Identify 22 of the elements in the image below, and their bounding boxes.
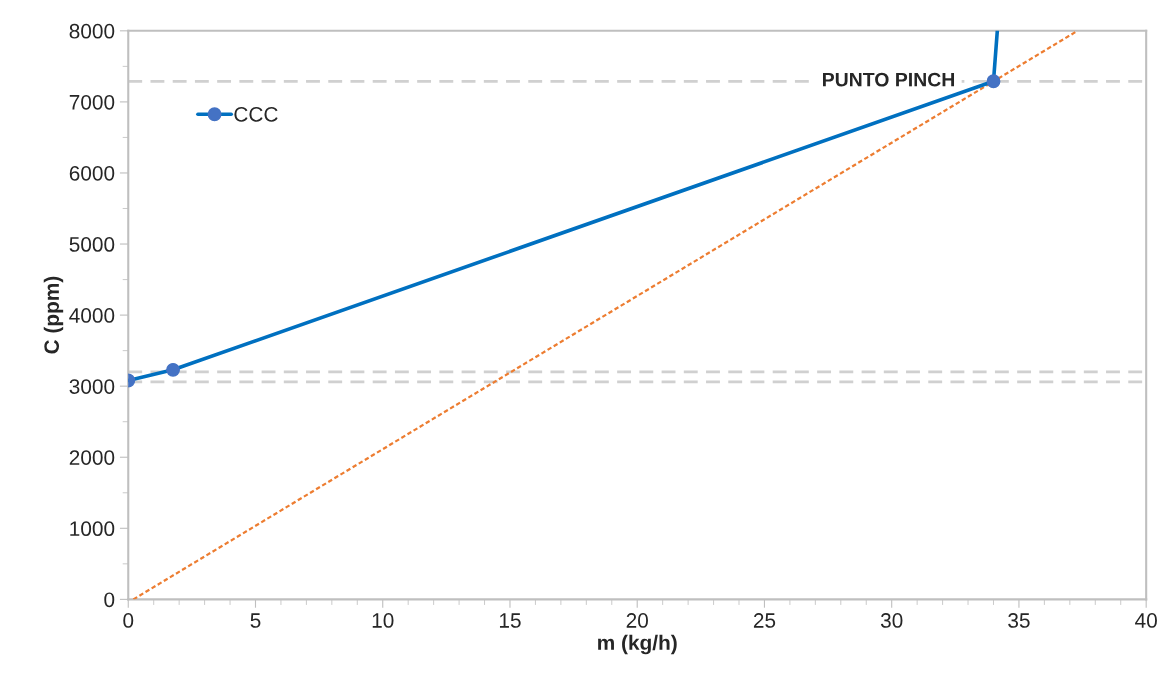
y-tick-label: 5000	[69, 237, 115, 252]
y-tick-label: 3000	[69, 379, 115, 394]
x-tick-label: 30	[880, 613, 903, 628]
x-tick-label: 35	[1008, 613, 1030, 628]
x-tick-label: 40	[1135, 613, 1157, 628]
x-tick-label: 10	[372, 613, 394, 628]
y-tick-label: 7000	[69, 94, 115, 110]
y-tick-label: 4000	[69, 308, 115, 323]
x-tick-label: 0	[123, 613, 134, 628]
x-axis-title: m (kg/h)	[598, 634, 677, 655]
legend-label: CCC	[234, 106, 278, 122]
y-tick-label: 0	[104, 592, 115, 608]
y-tick-label: 6000	[69, 165, 115, 181]
ref-line-label: PUNTO PINCH	[823, 72, 955, 87]
y-tick-label: 2000	[69, 450, 115, 465]
y-tick-label: 1000	[70, 521, 115, 537]
x-tick-label: 5	[250, 613, 261, 628]
x-tick-label: 15	[499, 613, 521, 628]
x-tick-label: 25	[753, 613, 776, 628]
x-tick-label: 20	[626, 613, 648, 628]
y-axis-title: C (ppm)	[43, 276, 64, 354]
y-tick-label: 8000	[69, 23, 115, 39]
